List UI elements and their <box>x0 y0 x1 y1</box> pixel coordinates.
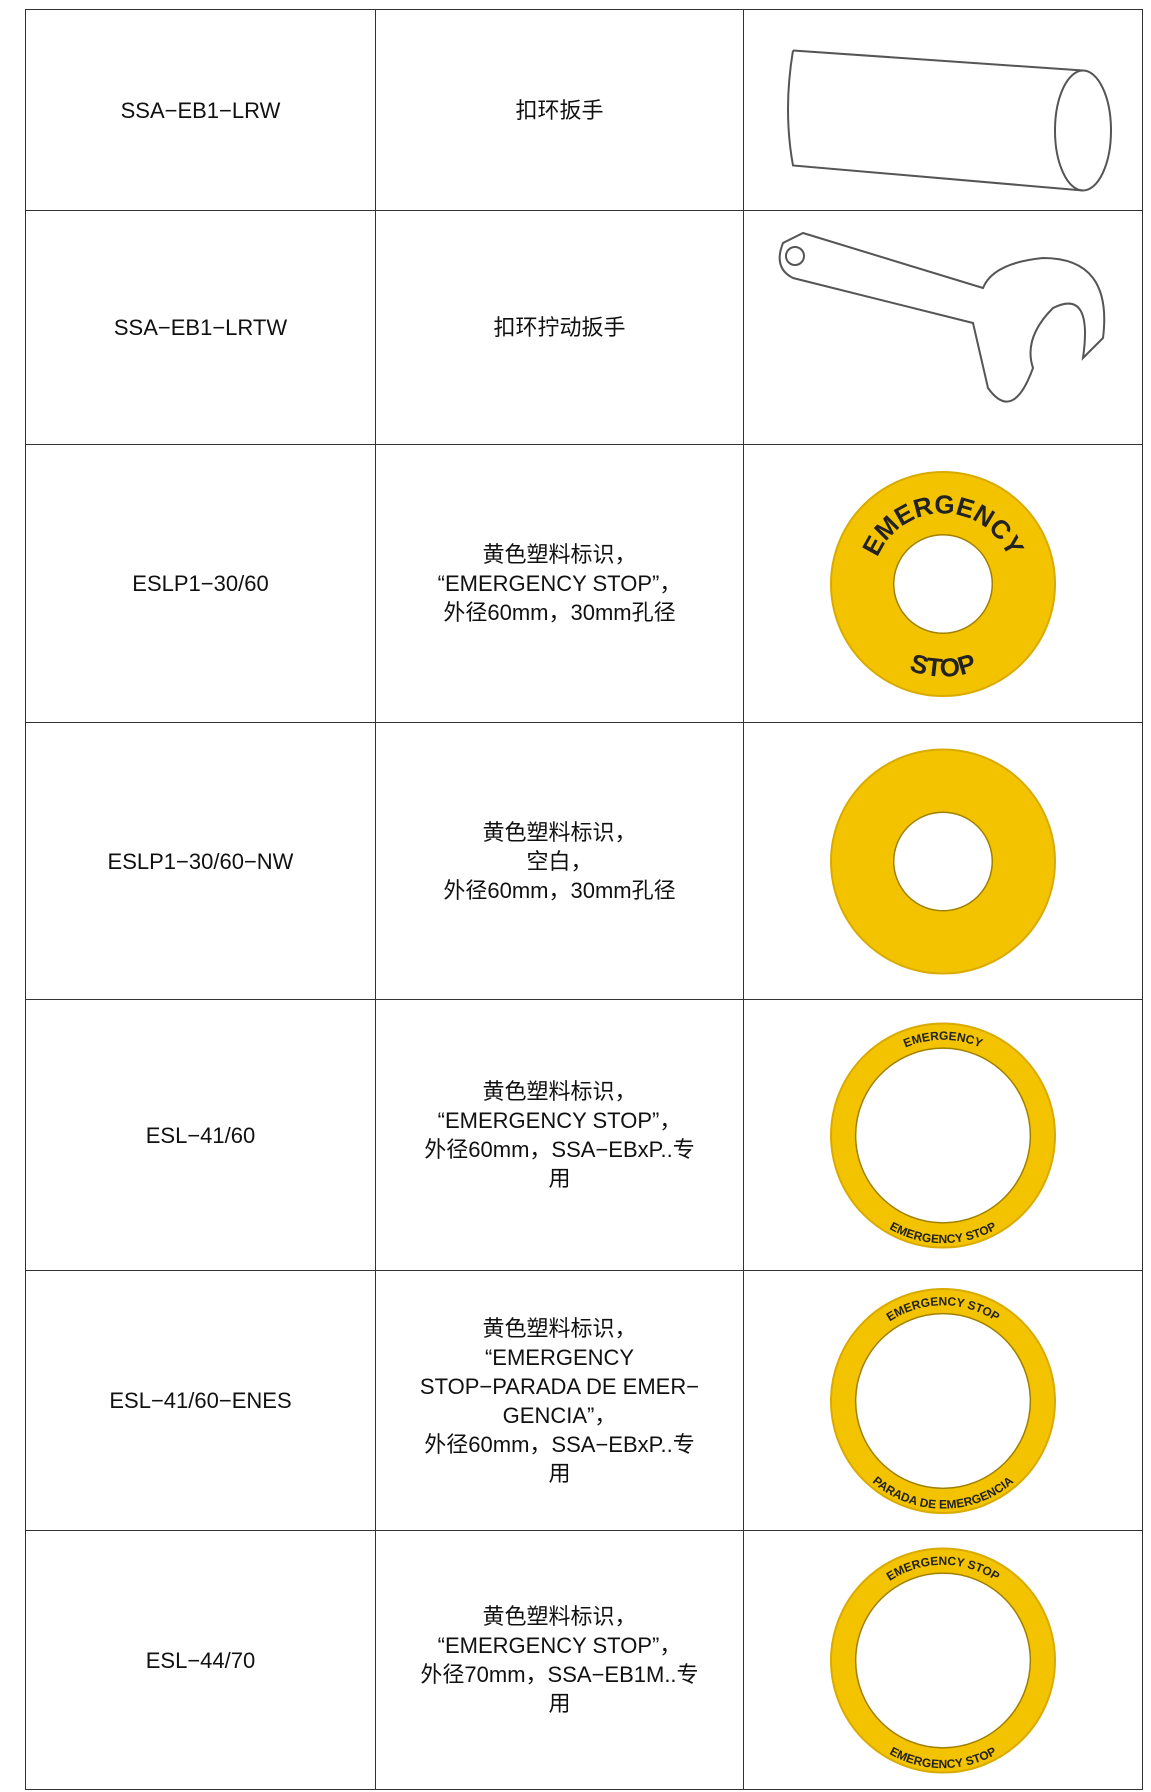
table-row: ESLP1−30/60 黄色塑料标识， “EMERGENCY STOP”， 外径60m… <box>25 444 1143 723</box>
description-line: 黄色塑料标识， <box>482 819 637 845</box>
table-row: ESL−44/70 黄色塑料标识， “EMERGENCY STOP”， 外径70mm，… <box>25 1530 1143 1790</box>
description-cell: 扣环扳手 <box>375 9 744 211</box>
description-cell: 黄色塑料标识， “EMERGENCY STOP”， 外径60mm，30mm孔径 <box>375 444 744 723</box>
model-text: ESLP1−30/60 <box>132 571 269 596</box>
product-image <box>830 748 1056 974</box>
description-line: “EMERGENCY STOP”， <box>437 1633 682 1658</box>
product-image <box>787 49 1112 191</box>
description-line: 空白， <box>526 848 593 874</box>
description-line: 外径60mm，SSA−EBxP..专 <box>424 1137 695 1162</box>
ring-label: STOP <box>907 647 979 683</box>
model-cell: ESLP1−30/60−NW <box>25 722 376 1000</box>
image-cell <box>743 722 1143 1000</box>
table-row: ESLP1−30/60−NW 黄色塑料标识， 空白， 外径60mm，30mm孔径 <box>25 722 1143 1000</box>
model-cell: SSA−EB1−LRW <box>25 9 376 211</box>
description-line: 黄色塑料标识， <box>482 1079 637 1104</box>
description-line: “EMERGENCY STOP”， <box>437 1108 682 1133</box>
description-line: 黄色塑料标识， <box>482 1315 637 1341</box>
ring-hole <box>892 533 994 634</box>
description-line: STOP−PARADA DE EMER− <box>419 1373 700 1399</box>
ring-hole <box>854 1571 1032 1749</box>
model-text: ESLP1−30/60−NW <box>107 848 294 874</box>
ring-hole <box>854 1046 1032 1224</box>
ring-label-path: EMERGENCY <box>901 1028 984 1049</box>
model-text: ESL−41/60−ENES <box>109 1388 292 1413</box>
description-line: 扣环扳手 <box>515 97 604 123</box>
pipe-end <box>1054 69 1112 191</box>
ring-hole <box>892 810 994 912</box>
image-cell: EMERGENCY STOP <box>743 444 1143 723</box>
description-line: “EMERGENCY STOP”， <box>437 571 682 596</box>
description-line: GENCIA”， <box>502 1402 617 1428</box>
description-line: 用 <box>548 1460 571 1486</box>
description-line: 外径60mm，SSA−EBxP..专 <box>424 1431 695 1457</box>
description-line: 外径60mm，30mm孔径 <box>443 877 676 903</box>
description-cell: 黄色塑料标识， “EMERGENCY STOP”， 外径60mm，SSA−EBxP.… <box>375 999 744 1271</box>
description-line: 外径70mm，SSA−EB1M..专 <box>420 1662 699 1687</box>
description-cell: 黄色塑料标识， “EMERGENCY STOP−PARADA DE EMER− GEN… <box>375 1270 744 1531</box>
description-line: 用 <box>548 1691 571 1716</box>
description-cell: 扣环拧动扳手 <box>375 210 744 445</box>
model-cell: SSA−EB1−LRTW <box>25 210 376 445</box>
description-cell: 黄色塑料标识， 空白， 外径60mm，30mm孔径 <box>375 722 744 1000</box>
description-line: 外径60mm，30mm孔径 <box>443 600 676 625</box>
product-image <box>778 231 1106 403</box>
pipe <box>787 49 1084 191</box>
table-row: ESL−41/60−ENES 黄色塑料标识， “EMERGENCY STOP−PARA… <box>25 1270 1143 1531</box>
image-cell: EMERGENCY STOP PARADA DE EMERGENCIA <box>743 1270 1143 1531</box>
model-cell: ESLP1−30/60 <box>25 444 376 723</box>
description-line: “EMERGENCY <box>484 1344 635 1370</box>
model-cell: ESL−44/70 <box>25 1530 376 1790</box>
ring-label: EMERGENCY <box>901 1028 984 1049</box>
table-row: SSA−EB1−LRTW 扣环拧动扳手 <box>25 210 1143 445</box>
model-text: SSA−EB1−LRW <box>120 97 281 123</box>
table-row: SSA−EB1−LRW 扣环扳手 <box>25 9 1143 211</box>
wrench <box>778 231 1106 403</box>
table-row: ESL−41/60 黄色塑料标识， “EMERGENCY STOP”， 外径60mm，… <box>25 999 1143 1271</box>
model-cell: ESL−41/60−ENES <box>25 1270 376 1531</box>
image-cell <box>743 210 1143 445</box>
description-line: 黄色塑料标识， <box>482 1604 637 1629</box>
accessory-table: SSA−EB1−LRW 扣环扳手 SSA−EB1−LRTW 扣环拧动扳手 ESLP1−3… <box>25 9 1143 1790</box>
model-cell: ESL−41/60 <box>25 999 376 1271</box>
model-text: ESL−41/60 <box>145 1122 256 1148</box>
image-cell: EMERGENCY STOP EMERGENCY STOP <box>743 1530 1143 1790</box>
description-line: 用 <box>548 1166 571 1191</box>
ring-label-path: STOP <box>907 647 979 683</box>
description-cell: 黄色塑料标识， “EMERGENCY STOP”， 外径70mm，SSA−EB1M.… <box>375 1530 744 1790</box>
model-text: SSA−EB1−LRTW <box>113 315 288 340</box>
description-line: 黄色塑料标识， <box>482 542 637 567</box>
wrench-hole <box>785 245 805 266</box>
image-cell: EMERGENCY EMERGENCY STOP <box>743 999 1143 1271</box>
ring-hole <box>854 1312 1032 1489</box>
image-cell <box>743 9 1143 211</box>
table-body: SSA−EB1−LRW 扣环扳手 SSA−EB1−LRTW 扣环拧动扳手 ESLP1−3… <box>25 9 1143 1790</box>
description-line: 扣环拧动扳手 <box>493 315 626 340</box>
model-text: ESL−44/70 <box>145 1647 256 1673</box>
